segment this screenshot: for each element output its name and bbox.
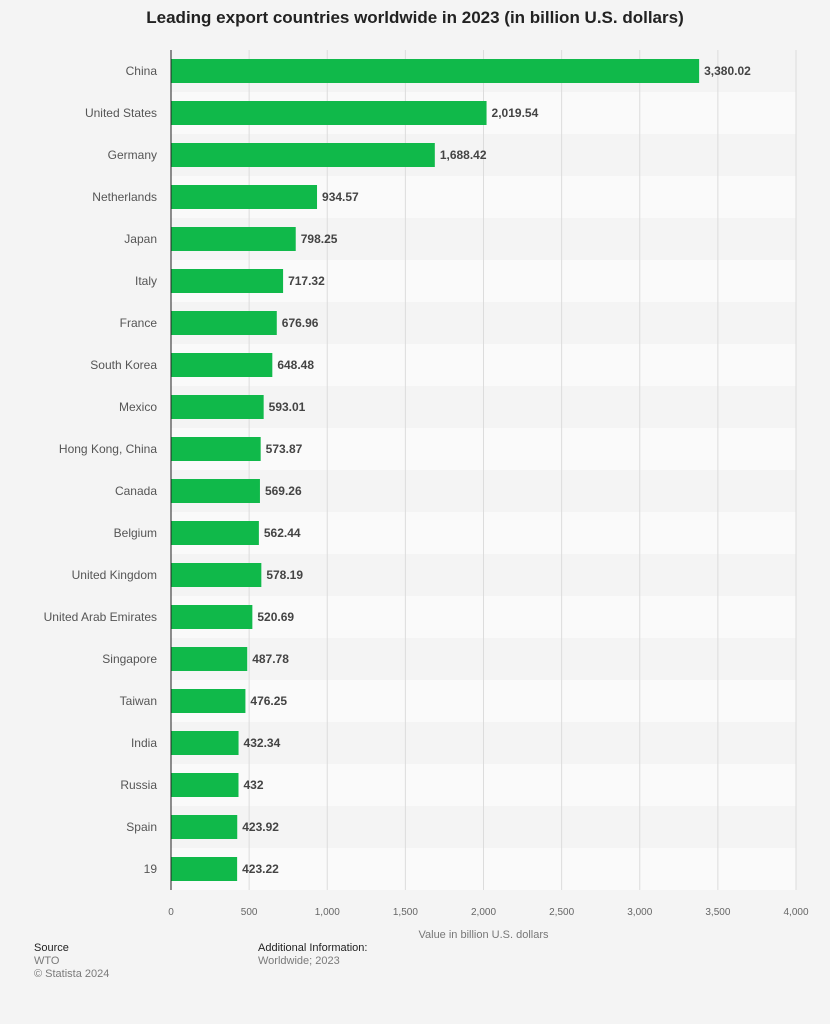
additional-info-text: Worldwide; 2023: [258, 955, 340, 967]
value-label: 562.44: [264, 526, 301, 540]
bar: [171, 731, 239, 755]
tick-labels: 0 500 1,000 1,500 2,000 2,500 3,000 3,500 4,000: [168, 907, 809, 918]
category-label: United Kingdom: [72, 568, 157, 582]
bar: [171, 773, 239, 797]
value-label: 520.69: [257, 610, 294, 624]
value-label: 432.34: [244, 736, 281, 750]
value-label: 573.87: [266, 442, 303, 456]
category-label: France: [120, 316, 158, 330]
value-label: 676.96: [282, 316, 319, 330]
category-label: 19: [144, 862, 158, 876]
value-label: 798.25: [301, 232, 338, 246]
bar: [171, 143, 435, 167]
x-tick-label: 1,000: [315, 907, 340, 918]
category-label: South Korea: [90, 358, 157, 372]
source-name: WTO: [34, 955, 60, 967]
bar: [171, 269, 284, 293]
category-label: Canada: [115, 484, 157, 498]
bar: [171, 353, 273, 377]
category-label: Taiwan: [120, 694, 157, 708]
bar: [171, 101, 487, 125]
source-heading: Source: [34, 942, 69, 954]
x-tick-label: 3,000: [627, 907, 652, 918]
bar: [171, 395, 264, 419]
bar: [171, 227, 296, 251]
category-label: Russia: [120, 778, 157, 792]
bar: [171, 185, 318, 209]
copyright: © Statista 2024: [34, 968, 110, 980]
value-label: 593.01: [269, 400, 306, 414]
value-label: 569.26: [265, 484, 302, 498]
bar: [171, 857, 238, 881]
bar: [171, 815, 238, 839]
bar: [171, 521, 259, 545]
category-label: United Arab Emirates: [44, 610, 157, 624]
bars: [171, 59, 700, 881]
category-label: Singapore: [102, 652, 157, 666]
category-label: Germany: [108, 148, 157, 162]
bar: [171, 563, 262, 587]
value-label: 648.48: [277, 358, 314, 372]
category-labels: China United States Germany Netherlands Japa…: [44, 64, 158, 876]
category-label: Hong Kong, China: [59, 442, 157, 456]
value-label: 487.78: [252, 652, 289, 666]
category-label: Japan: [124, 232, 157, 246]
category-label: Italy: [135, 274, 157, 288]
additional-info-heading: Additional Information:: [258, 942, 368, 954]
chart-title: Leading export countries worldwide in 20…: [146, 8, 684, 27]
category-label: Spain: [126, 820, 157, 834]
bar: [171, 689, 246, 713]
value-label: 1,688.42: [440, 148, 487, 162]
category-label: Mexico: [119, 400, 157, 414]
value-labels: 3,380.02 2,019.54 1,688.42 934.57 798.25 717.…: [242, 64, 751, 876]
value-label: 423.22: [242, 862, 279, 876]
x-tick-label: 0: [168, 907, 174, 918]
bar: [171, 437, 261, 461]
value-label: 423.92: [242, 820, 279, 834]
x-tick-label: 3,500: [705, 907, 730, 918]
x-tick-label: 2,000: [471, 907, 496, 918]
value-label: 3,380.02: [704, 64, 751, 78]
category-label: United States: [85, 106, 157, 120]
x-tick-label: 1,500: [393, 907, 418, 918]
value-label: 432: [244, 778, 264, 792]
category-label: India: [131, 736, 157, 750]
category-label: China: [126, 64, 158, 78]
bar: [171, 605, 253, 629]
bar: [171, 311, 277, 335]
category-label: Belgium: [114, 526, 157, 540]
value-label: 717.32: [288, 274, 325, 288]
source-block: Source WTO © Statista 2024: [34, 942, 109, 981]
bar: [171, 59, 700, 83]
bar: [171, 647, 248, 671]
value-label: 476.25: [250, 694, 287, 708]
x-tick-label: 4,000: [783, 907, 808, 918]
category-label: Netherlands: [92, 190, 157, 204]
x-tick-label: 2,500: [549, 907, 574, 918]
x-tick-label: 500: [241, 907, 258, 918]
value-label: 2,019.54: [492, 106, 539, 120]
additional-info-block: Additional Information: Worldwide; 2023: [258, 942, 367, 968]
x-axis-title: Value in billion U.S. dollars: [418, 929, 549, 940]
value-label: 934.57: [322, 190, 359, 204]
bar-chart: China United States Germany Netherlands Japa…: [44, 50, 809, 940]
bar: [171, 479, 260, 503]
value-label: 578.19: [266, 568, 303, 582]
